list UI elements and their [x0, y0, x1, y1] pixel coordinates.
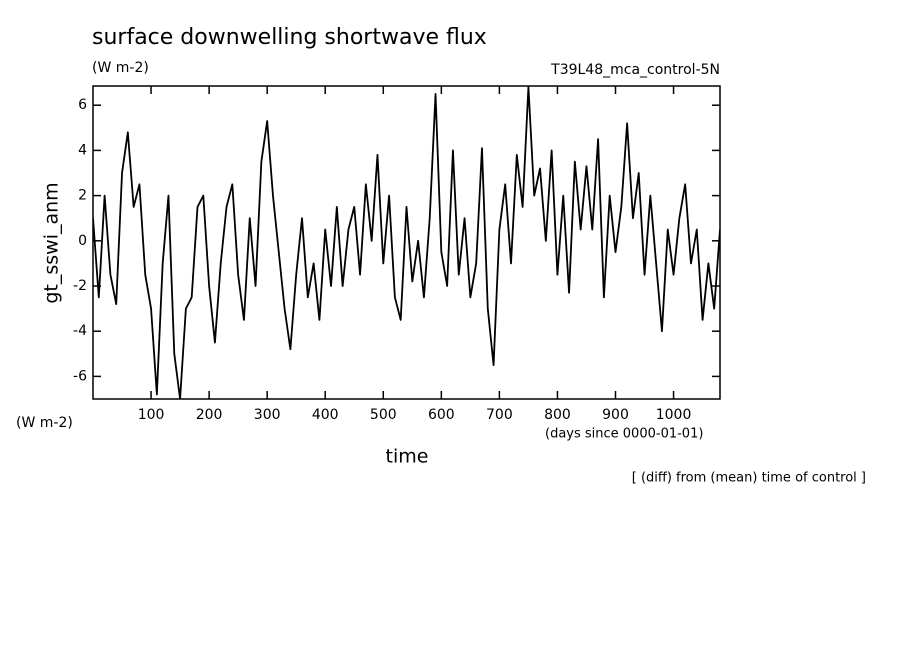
y-tick-label: 2	[78, 188, 87, 204]
y-tick-label: 0	[78, 233, 87, 249]
x-tick-label: 500	[370, 407, 397, 423]
plot-frame	[92, 85, 721, 400]
x-tick-label: 600	[428, 407, 455, 423]
subtitle: T39L48_mca_control-5N	[550, 62, 720, 78]
x-units: (days since 0000-01-01)	[545, 427, 703, 442]
x-tick-label: 1000	[656, 407, 692, 423]
x-tick-label: 900	[602, 407, 629, 423]
y-tick-label: 6	[78, 97, 87, 113]
data-line	[93, 86, 720, 399]
x-axis-label: time	[386, 446, 429, 468]
x-tick-label: 800	[544, 407, 571, 423]
x-tick-label: 300	[254, 407, 281, 423]
units: (W m-2)	[92, 60, 149, 76]
x-tick-label: 100	[138, 407, 165, 423]
y-axis-label: gt_sswi_anm	[41, 182, 63, 303]
x-tick-label: 400	[312, 407, 339, 423]
y-tick-label: -2	[73, 278, 87, 294]
y-tick-label: 4	[78, 142, 87, 158]
y-units: (W m-2)	[16, 415, 73, 431]
x-tick-label: 200	[196, 407, 223, 423]
chart-title: surface downwelling shortwave flux	[92, 25, 487, 50]
x-tick-label: 700	[486, 407, 513, 423]
y-tick-label: -6	[73, 368, 87, 384]
y-tick-label: -4	[73, 323, 87, 339]
note: [ (diff) from (mean) time of control ]	[632, 471, 866, 486]
